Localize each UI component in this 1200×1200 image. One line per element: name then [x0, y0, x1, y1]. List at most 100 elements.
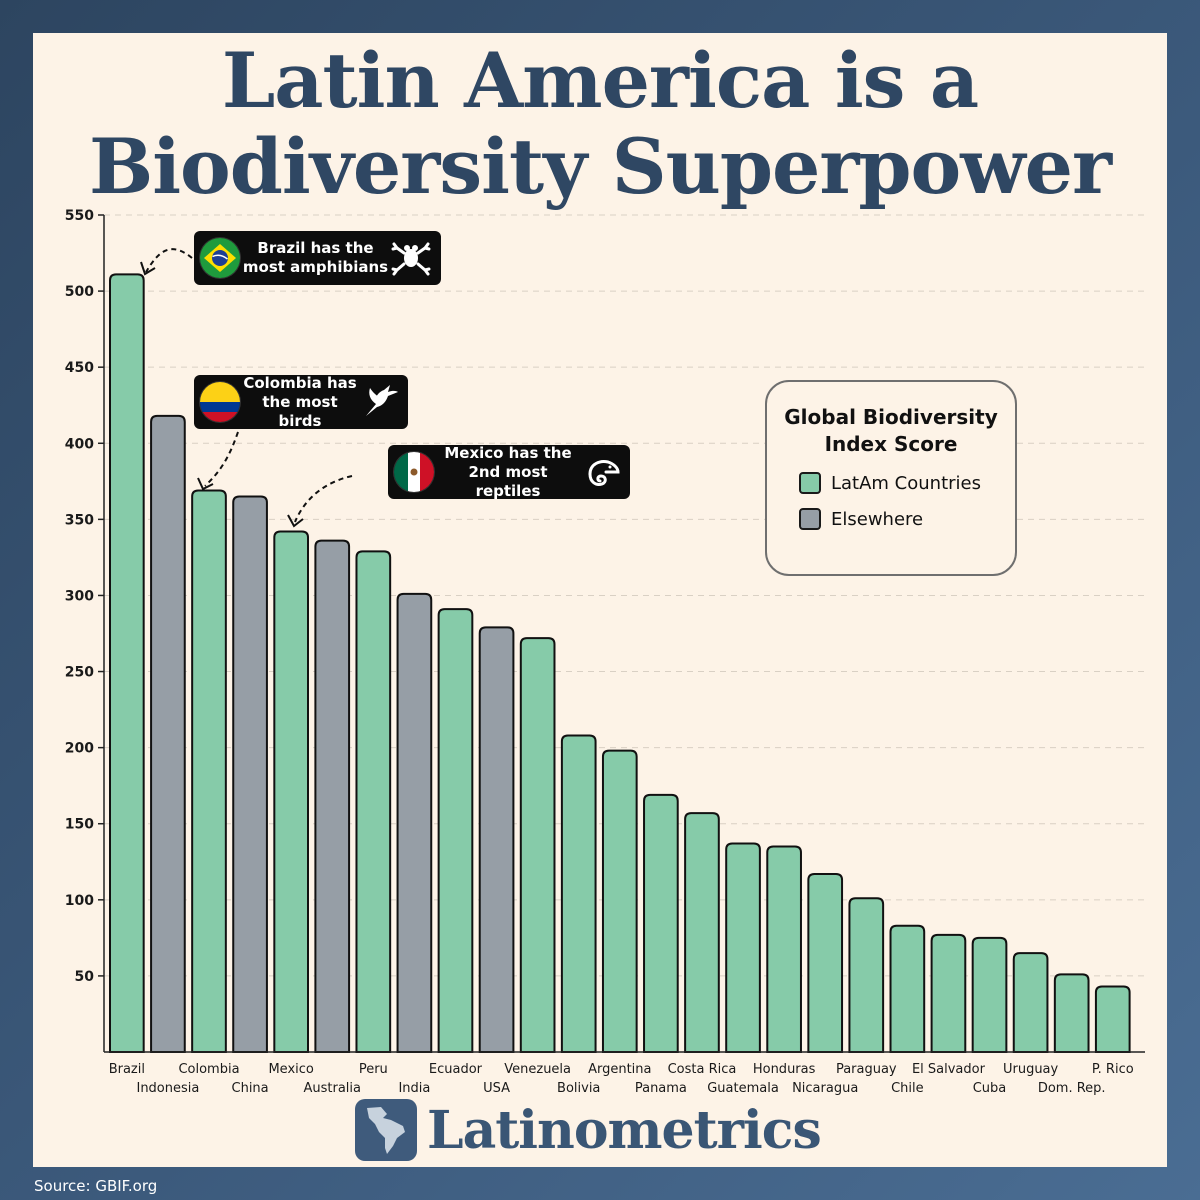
bar-costa-rica: [684, 812, 720, 1053]
mexico-arrow: [294, 475, 353, 523]
y-tick-label-250: 250: [65, 665, 94, 681]
colombia-annotation-line2: the most birds: [262, 392, 338, 430]
legend-title: Global Biodiversity Index Score: [767, 404, 1015, 458]
brazil-arrow: [145, 248, 193, 273]
bar-nicaragua: [807, 872, 844, 1053]
mexico-annotation-text: Mexico has the 2nd most reptiles: [434, 444, 582, 501]
x-label-mexico: Mexico: [268, 1062, 313, 1077]
x-label-argentina: Argentina: [588, 1062, 651, 1077]
brazil-annotation-line2: most amphibians: [242, 258, 389, 276]
x-label-chile: Chile: [891, 1081, 924, 1096]
bar-honduras: [766, 845, 802, 1053]
bar-guatemala: [725, 842, 761, 1053]
bar-china: [232, 495, 268, 1053]
bars: [109, 273, 1131, 1053]
colombia-annotation: Colombia has the most birds: [194, 374, 408, 431]
brazil-annotation-text: Brazil has the most amphibians: [240, 239, 391, 277]
bar-paraguay: [848, 897, 885, 1053]
bar-venezuela: [519, 637, 556, 1053]
x-label-colombia: Colombia: [178, 1062, 239, 1077]
x-label-venezuela: Venezuela: [504, 1062, 571, 1077]
mexico-annotation-line2: 2nd most reptiles: [468, 462, 548, 500]
source-note: Source: GBIF.org: [34, 1177, 158, 1195]
x-label-costa-rica: Costa Rica: [668, 1062, 737, 1077]
legend-label-elsewhere: Elsewhere: [831, 508, 924, 530]
title-line-1: Latin America is a: [221, 36, 979, 125]
colombia-annotation-line1: Colombia has: [243, 373, 357, 392]
legend-swatch-latam: [799, 472, 821, 494]
mexico-annotation: Mexico has the 2nd most reptiles: [388, 444, 630, 501]
y-tick-label-500: 500: [65, 284, 94, 300]
y-tick-label-200: 200: [65, 741, 94, 757]
x-label-ecuador: Ecuador: [429, 1062, 483, 1077]
y-axis-ticks: 50 100 150 200 250 300 350 400 450 500 550: [65, 208, 104, 985]
colombia-arrowhead: [197, 477, 214, 491]
x-label-el-salvador: El Salvador: [912, 1062, 986, 1077]
brazil-annotation-line1: Brazil has the: [257, 239, 374, 257]
x-label-india: India: [398, 1081, 430, 1096]
x-label-usa: USA: [483, 1081, 510, 1096]
mexico-arrowhead: [287, 514, 304, 528]
legend-item-elsewhere: Elsewhere: [799, 508, 1015, 530]
bar-chile: [889, 924, 926, 1053]
x-label-dom-rep: Dom. Rep.: [1038, 1081, 1106, 1096]
x-label-nicaragua: Nicaragua: [792, 1081, 858, 1096]
annotation-arrowheads: [140, 261, 304, 528]
brand-logo: Latinometrics: [355, 1098, 822, 1162]
annotation-arrows: [145, 248, 353, 523]
x-label-panama: Panama: [635, 1081, 687, 1096]
x-label-brazil: Brazil: [109, 1062, 145, 1077]
y-tick-label-100: 100: [65, 893, 94, 909]
bar-panama: [643, 793, 679, 1053]
bar-dom-rep: [1053, 973, 1090, 1053]
bar-india: [396, 592, 433, 1053]
bar-peru: [355, 550, 392, 1053]
bar-cuba: [971, 936, 1008, 1053]
bar-p-rico: [1094, 985, 1131, 1053]
y-tick-label-450: 450: [65, 360, 94, 376]
colombia-annotation-text: Colombia has the most birds: [240, 374, 360, 431]
bar-indonesia: [150, 414, 186, 1053]
y-tick-label-550: 550: [65, 208, 94, 224]
brand-name: Latinometrics: [427, 1099, 822, 1161]
legend-swatch-elsewhere: [799, 508, 821, 530]
x-axis-labels: Brazil Indonesia Colombia China Mexico Austra…: [109, 1062, 1134, 1096]
brazil-arrowhead: [140, 261, 156, 276]
chameleon-icon: [582, 452, 622, 492]
bar-uruguay: [1012, 952, 1049, 1053]
bar-mexico: [273, 530, 310, 1053]
legend-title-text: Global Biodiversity Index Score: [784, 405, 998, 456]
bar-usa: [478, 626, 515, 1053]
latin-america-map-icon: [355, 1099, 417, 1161]
y-tick-label-400: 400: [65, 436, 94, 452]
chart-legend: Global Biodiversity Index Score LatAm Co…: [765, 380, 1017, 576]
bar-bolivia: [560, 734, 597, 1053]
bar-colombia: [191, 489, 227, 1053]
hummingbird-icon: [360, 382, 400, 422]
brazil-flag-icon: [200, 238, 240, 278]
x-label-peru: Peru: [359, 1062, 388, 1077]
y-tick-label-50: 50: [75, 969, 95, 985]
y-tick-label-150: 150: [65, 817, 94, 833]
mexico-flag-icon: [394, 452, 434, 492]
x-label-indonesia: Indonesia: [136, 1081, 199, 1096]
colombia-arrow: [204, 431, 239, 487]
x-label-australia: Australia: [303, 1081, 361, 1096]
title-line-2: Biodiversity Superpower: [88, 122, 1112, 211]
x-label-china: China: [232, 1081, 269, 1096]
legend-label-latam: LatAm Countries: [831, 472, 981, 494]
bar-ecuador: [437, 608, 474, 1053]
x-label-p-rico: P. Rico: [1092, 1062, 1134, 1077]
legend-item-latam: LatAm Countries: [799, 472, 1015, 494]
page-title: Latin America is a Biodiversity Superpowe…: [0, 38, 1200, 210]
y-tick-label-350: 350: [65, 512, 94, 528]
colombia-flag-icon: [200, 382, 240, 422]
x-label-bolivia: Bolivia: [557, 1081, 600, 1096]
x-label-cuba: Cuba: [973, 1081, 1007, 1096]
x-label-uruguay: Uruguay: [1003, 1062, 1059, 1077]
mexico-annotation-line1: Mexico has the: [444, 443, 572, 462]
y-tick-label-300: 300: [65, 588, 94, 604]
x-label-honduras: Honduras: [753, 1062, 816, 1077]
brazil-annotation: Brazil has the most amphibians: [194, 231, 441, 285]
